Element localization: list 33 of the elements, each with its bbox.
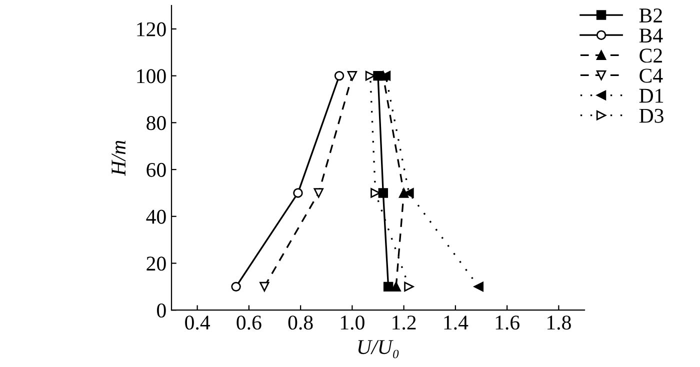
legend-label: D3 (639, 108, 664, 123)
point (260, 282, 270, 292)
legend-label: B2 (639, 8, 662, 22)
y-tick-label: 120 (137, 22, 166, 36)
x-axis-title: U/U₀ (358, 340, 399, 358)
y-tick-label: 20 (146, 256, 166, 271)
y-tick-label: 0 (157, 303, 166, 318)
legend-label: C4 (640, 68, 663, 83)
legend-label: B4 (639, 28, 663, 42)
point (293, 188, 303, 198)
x-tick-label: 1.4 (444, 316, 468, 330)
x-tick-label: 0.8 (288, 316, 313, 330)
x-tick-label: 1.0 (341, 316, 364, 330)
y-tick-label: 100 (137, 69, 166, 84)
x-tick-label: 1.2 (392, 316, 416, 330)
x-tick-label: 1.8 (548, 316, 571, 330)
x-tick-label: 1.6 (496, 316, 520, 330)
point (314, 188, 324, 198)
y-tick-label: 60 (146, 162, 166, 177)
y-tick-label: 80 (146, 116, 166, 130)
legend-label: C2 (640, 48, 662, 63)
point (474, 282, 484, 292)
y-axis-title: H/m (112, 140, 126, 176)
point (334, 70, 344, 81)
point (383, 282, 394, 292)
point (378, 188, 388, 198)
y-tick-label: 40 (146, 210, 166, 224)
legend-label: D1 (639, 88, 663, 103)
point (404, 282, 414, 292)
point (347, 70, 358, 81)
x-tick-label: 0.4 (185, 316, 210, 330)
point (231, 282, 241, 292)
x-tick-label: 0.6 (236, 316, 262, 330)
